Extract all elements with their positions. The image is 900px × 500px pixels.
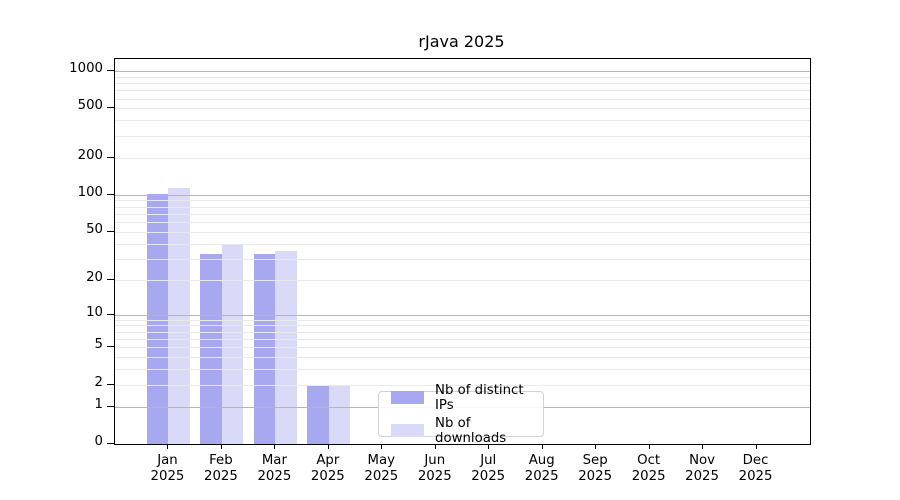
y-tick-label: 500 [77,98,103,114]
x-tick-label-sep: Sep 2025 [578,453,613,484]
x-tick-mark [434,444,436,449]
bar-apr-downloads [328,384,351,444]
x-tick-label-may: May 2025 [364,453,399,484]
y-tick-mark [107,156,114,158]
bar-feb-downloads [221,243,244,444]
y-tick-label: 200 [77,147,103,163]
bar-jan-downloads [168,188,190,444]
x-tick-mark [702,444,704,449]
y-tick-mark [107,346,114,348]
chart-title: rJava 2025 [418,32,505,51]
y-tick-mark [107,405,114,407]
x-tick-label-jul: Jul 2025 [471,453,506,484]
y-tick-label: 2 [94,374,103,390]
legend-swatch-distinct-ips [391,391,424,404]
bar-feb-ips [200,253,222,444]
legend-label-downloads: Nb of downloads [435,415,507,446]
x-tick-label-apr: Apr 2025 [310,453,345,484]
x-tick-mark [274,444,276,449]
legend-swatch-downloads [391,424,424,437]
y-tick-label: 100 [77,184,103,200]
y-tick-mark [107,383,114,385]
x-tick-mark [381,444,383,449]
x-tick-label-mar: Mar 2025 [257,453,292,484]
bars-layer [115,59,810,444]
bar-mar-downloads [275,250,297,444]
y-tick-label: 5 [94,337,103,353]
x-tick-mark [327,444,329,449]
y-tick-label: 10 [86,304,103,320]
x-tick-mark [595,444,597,449]
legend-item-distinct-ips: Nb of distinct IPs [391,383,543,413]
y-tick-mark [107,193,114,195]
x-tick-label-oct: Oct 2025 [631,453,666,484]
y-tick-label: 20 [86,269,103,285]
y-tick-mark [107,230,114,232]
legend-label-distinct-ips: Nb of distinct IPs [435,382,524,413]
x-tick-mark [220,444,222,449]
y-tick-label: 50 [86,221,103,237]
x-tick-label-nov: Nov 2025 [685,453,719,484]
x-tick-mark [488,444,490,449]
y-tick-mark [107,70,114,72]
legend: Nb of distinct IPs Nb of downloads [378,383,544,446]
bar-apr-ips [307,384,329,444]
x-tick-mark [755,444,757,449]
x-tick-mark [541,444,543,449]
y-tick-label: 0 [94,434,103,449]
x-tick-label-feb: Feb 2025 [204,453,238,484]
x-tick-label-jun: Jun 2025 [417,453,452,484]
y-tick-label: 1 [94,396,103,412]
x-tick-label-dec: Dec 2025 [738,453,773,484]
y-tick-label: 1000 [69,61,103,77]
x-tick-mark [167,444,169,449]
y-tick-mark [107,107,114,109]
bar-jan-ips [146,194,169,444]
y-tick-mark [107,313,114,315]
y-tick-mark [107,443,114,444]
x-tick-label-jan: Jan 2025 [150,453,185,484]
x-tick-mark [648,444,650,449]
legend-item-downloads: Nb of downloads [391,416,543,446]
bar-mar-ips [253,253,276,444]
x-tick-label-aug: Aug 2025 [524,453,559,484]
y-tick-mark [107,278,114,280]
